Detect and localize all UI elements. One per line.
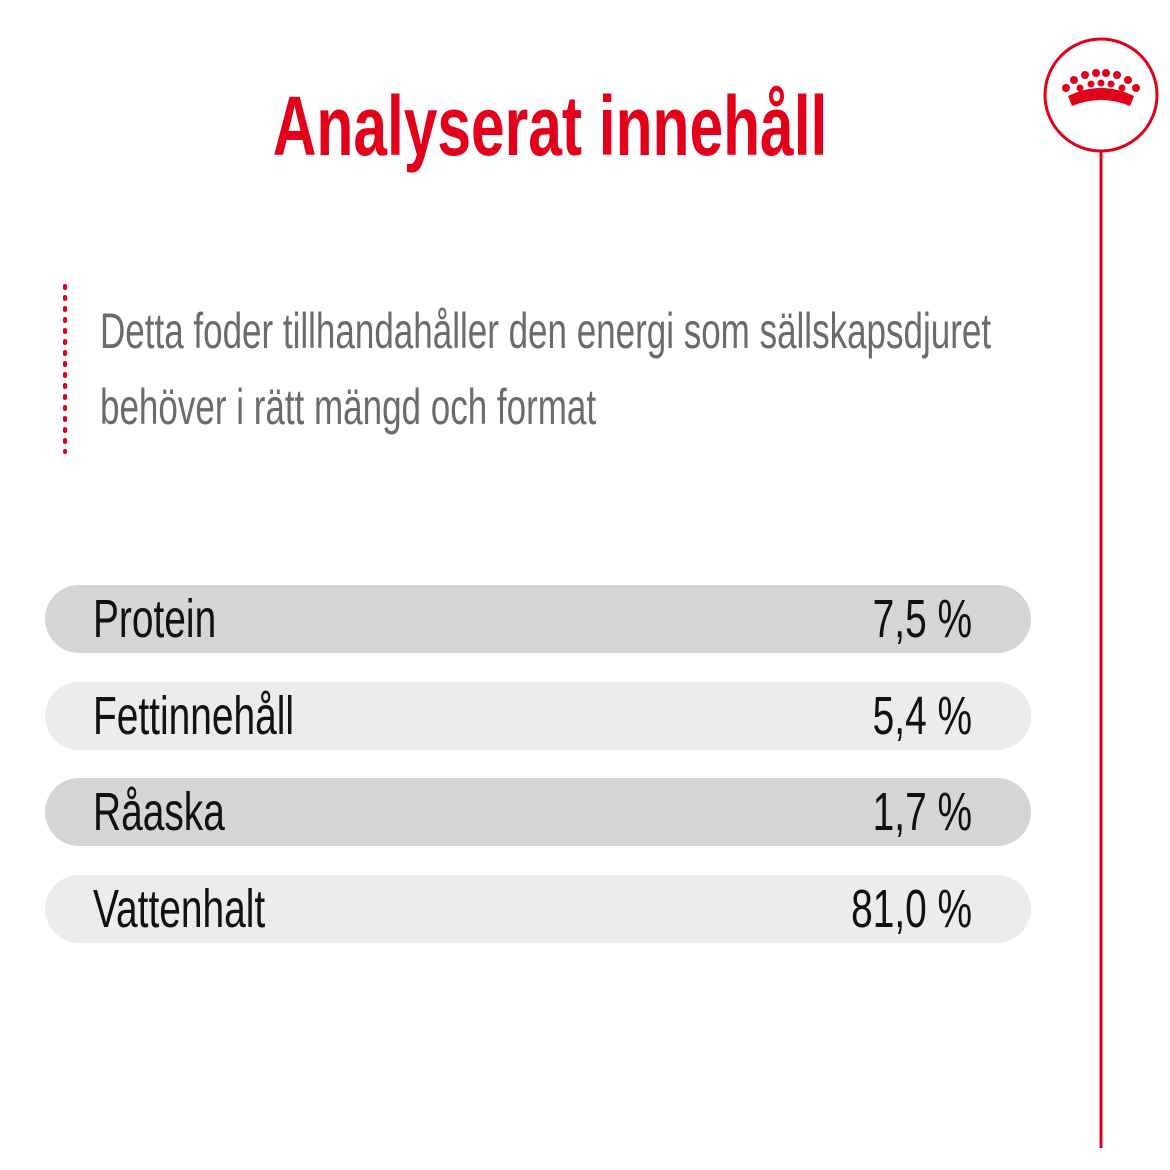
table-row [45,778,1031,846]
nutrient-name: Protein [93,589,217,649]
description-line: behöver i rätt mängd och format [100,379,597,435]
nutrient-name: Råaska [93,782,225,842]
table-row [45,585,1031,653]
title: Analyserat innehåll [272,79,828,173]
nutrient-value: 5,4 % [872,685,972,746]
table-row [45,681,1031,750]
table-row [45,874,1031,943]
crown-icon [1062,69,1140,106]
nutrient-name: Fettinnehåll [93,685,295,746]
nutrient-value: 81,0 % [850,878,972,939]
nutrient-name: Vattenhalt [93,878,266,939]
nutrient-value: 7,5 % [872,589,972,649]
description-line: Detta foder tillhandahåller den energi s… [100,303,992,359]
nutrient-value: 1,7 % [872,782,972,842]
